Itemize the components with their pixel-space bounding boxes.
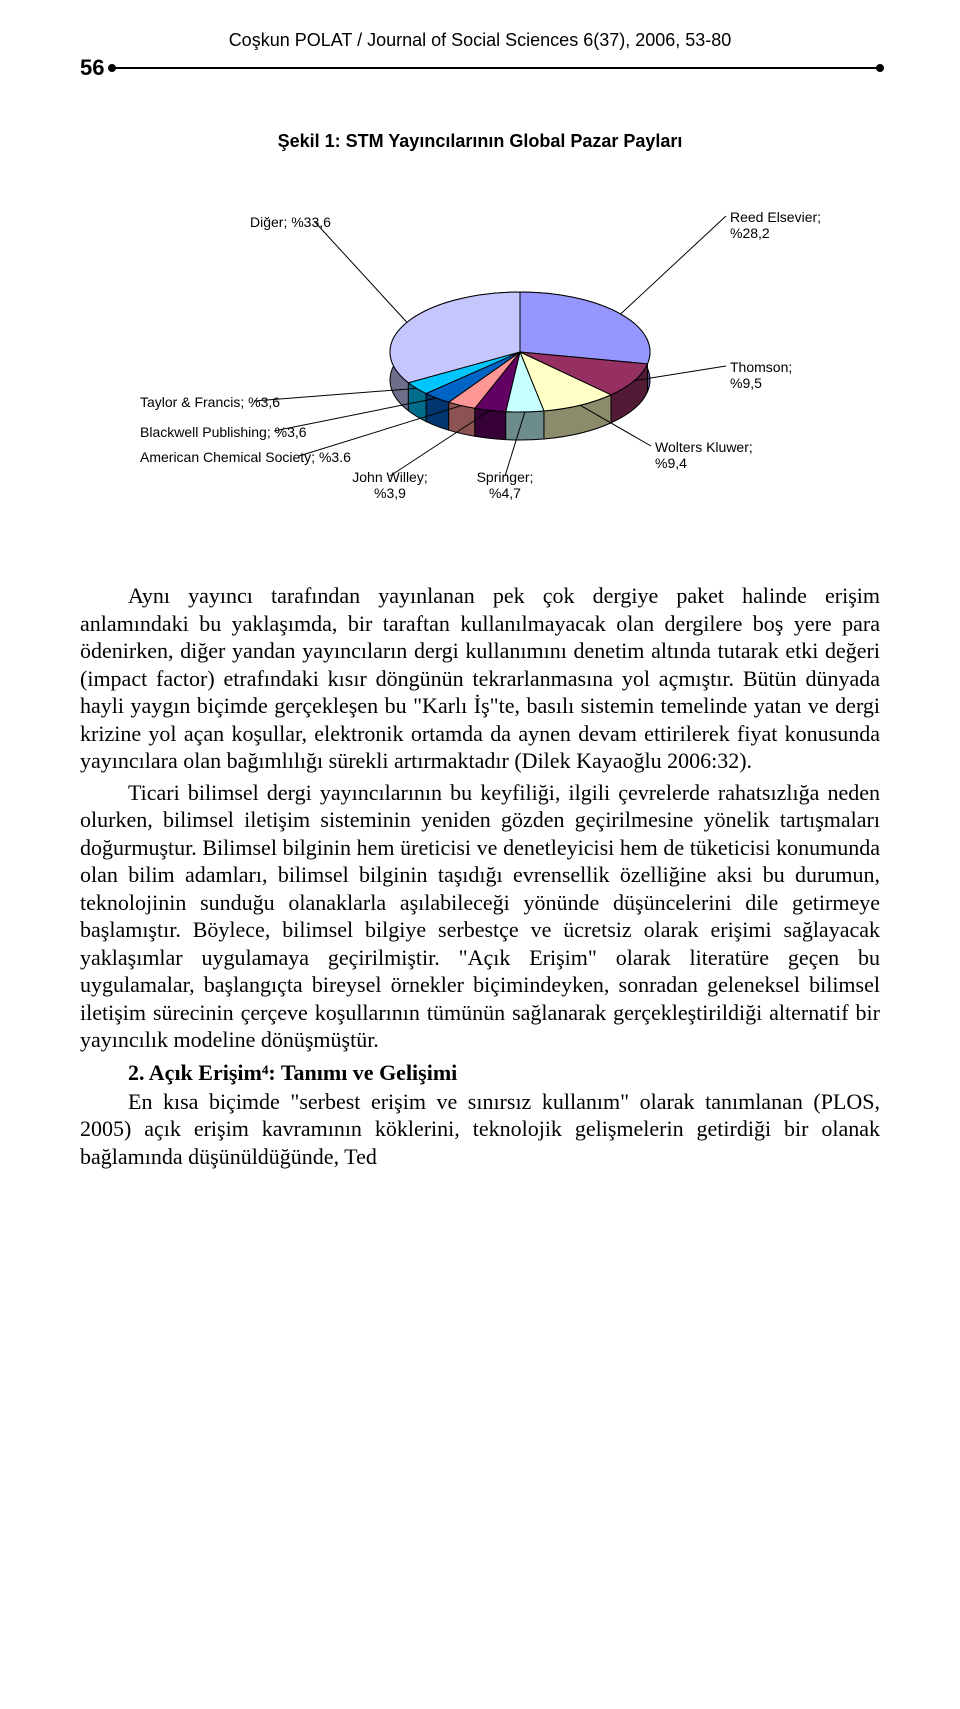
header-rule — [112, 67, 880, 69]
page-number: 56 — [80, 55, 104, 81]
page-content: Coşkun POLAT / Journal of Social Science… — [0, 0, 960, 1214]
svg-text:Reed Elsevier;%28,2: Reed Elsevier;%28,2 — [730, 209, 821, 241]
chart-title: Şekil 1: STM Yayıncılarının Global Pazar… — [80, 131, 880, 152]
pie-chart-svg: Reed Elsevier;%28,2 Thomson;%9,5 Wolters K… — [100, 182, 860, 522]
svg-text:Wolters Kluwer;%9,4: Wolters Kluwer;%9,4 — [655, 439, 753, 471]
svg-text:John Willey;%3,9: John Willey;%3,9 — [352, 469, 427, 501]
svg-text:American Chemical Society; %3.: American Chemical Society; %3.6 — [140, 449, 351, 465]
svg-text:Thomson;%9,5: Thomson;%9,5 — [730, 359, 792, 391]
paragraph-3: En kısa biçimde "serbest erişim ve sınır… — [80, 1088, 880, 1171]
paragraph-1: Aynı yayıncı tarafından yayınlanan pek ç… — [80, 582, 880, 775]
pie-chart: Reed Elsevier;%28,2 Thomson;%9,5 Wolters K… — [80, 182, 880, 522]
svg-text:Taylor & Francis; %3,6: Taylor & Francis; %3,6 — [140, 394, 280, 410]
svg-text:Blackwell Publishing; %3,6: Blackwell Publishing; %3,6 — [140, 424, 307, 440]
running-head: Coşkun POLAT / Journal of Social Science… — [80, 30, 880, 51]
svg-text:Springer;%4,7: Springer;%4,7 — [477, 469, 534, 501]
svg-text:Diğer; %33,6: Diğer; %33,6 — [250, 214, 331, 230]
section-heading: 2. Açık Erişim⁴: Tanımı ve Gelişimi — [80, 1060, 880, 1086]
page-number-row: 56 — [80, 55, 880, 81]
paragraph-2: Ticari bilimsel dergi yayıncılarının bu … — [80, 779, 880, 1054]
